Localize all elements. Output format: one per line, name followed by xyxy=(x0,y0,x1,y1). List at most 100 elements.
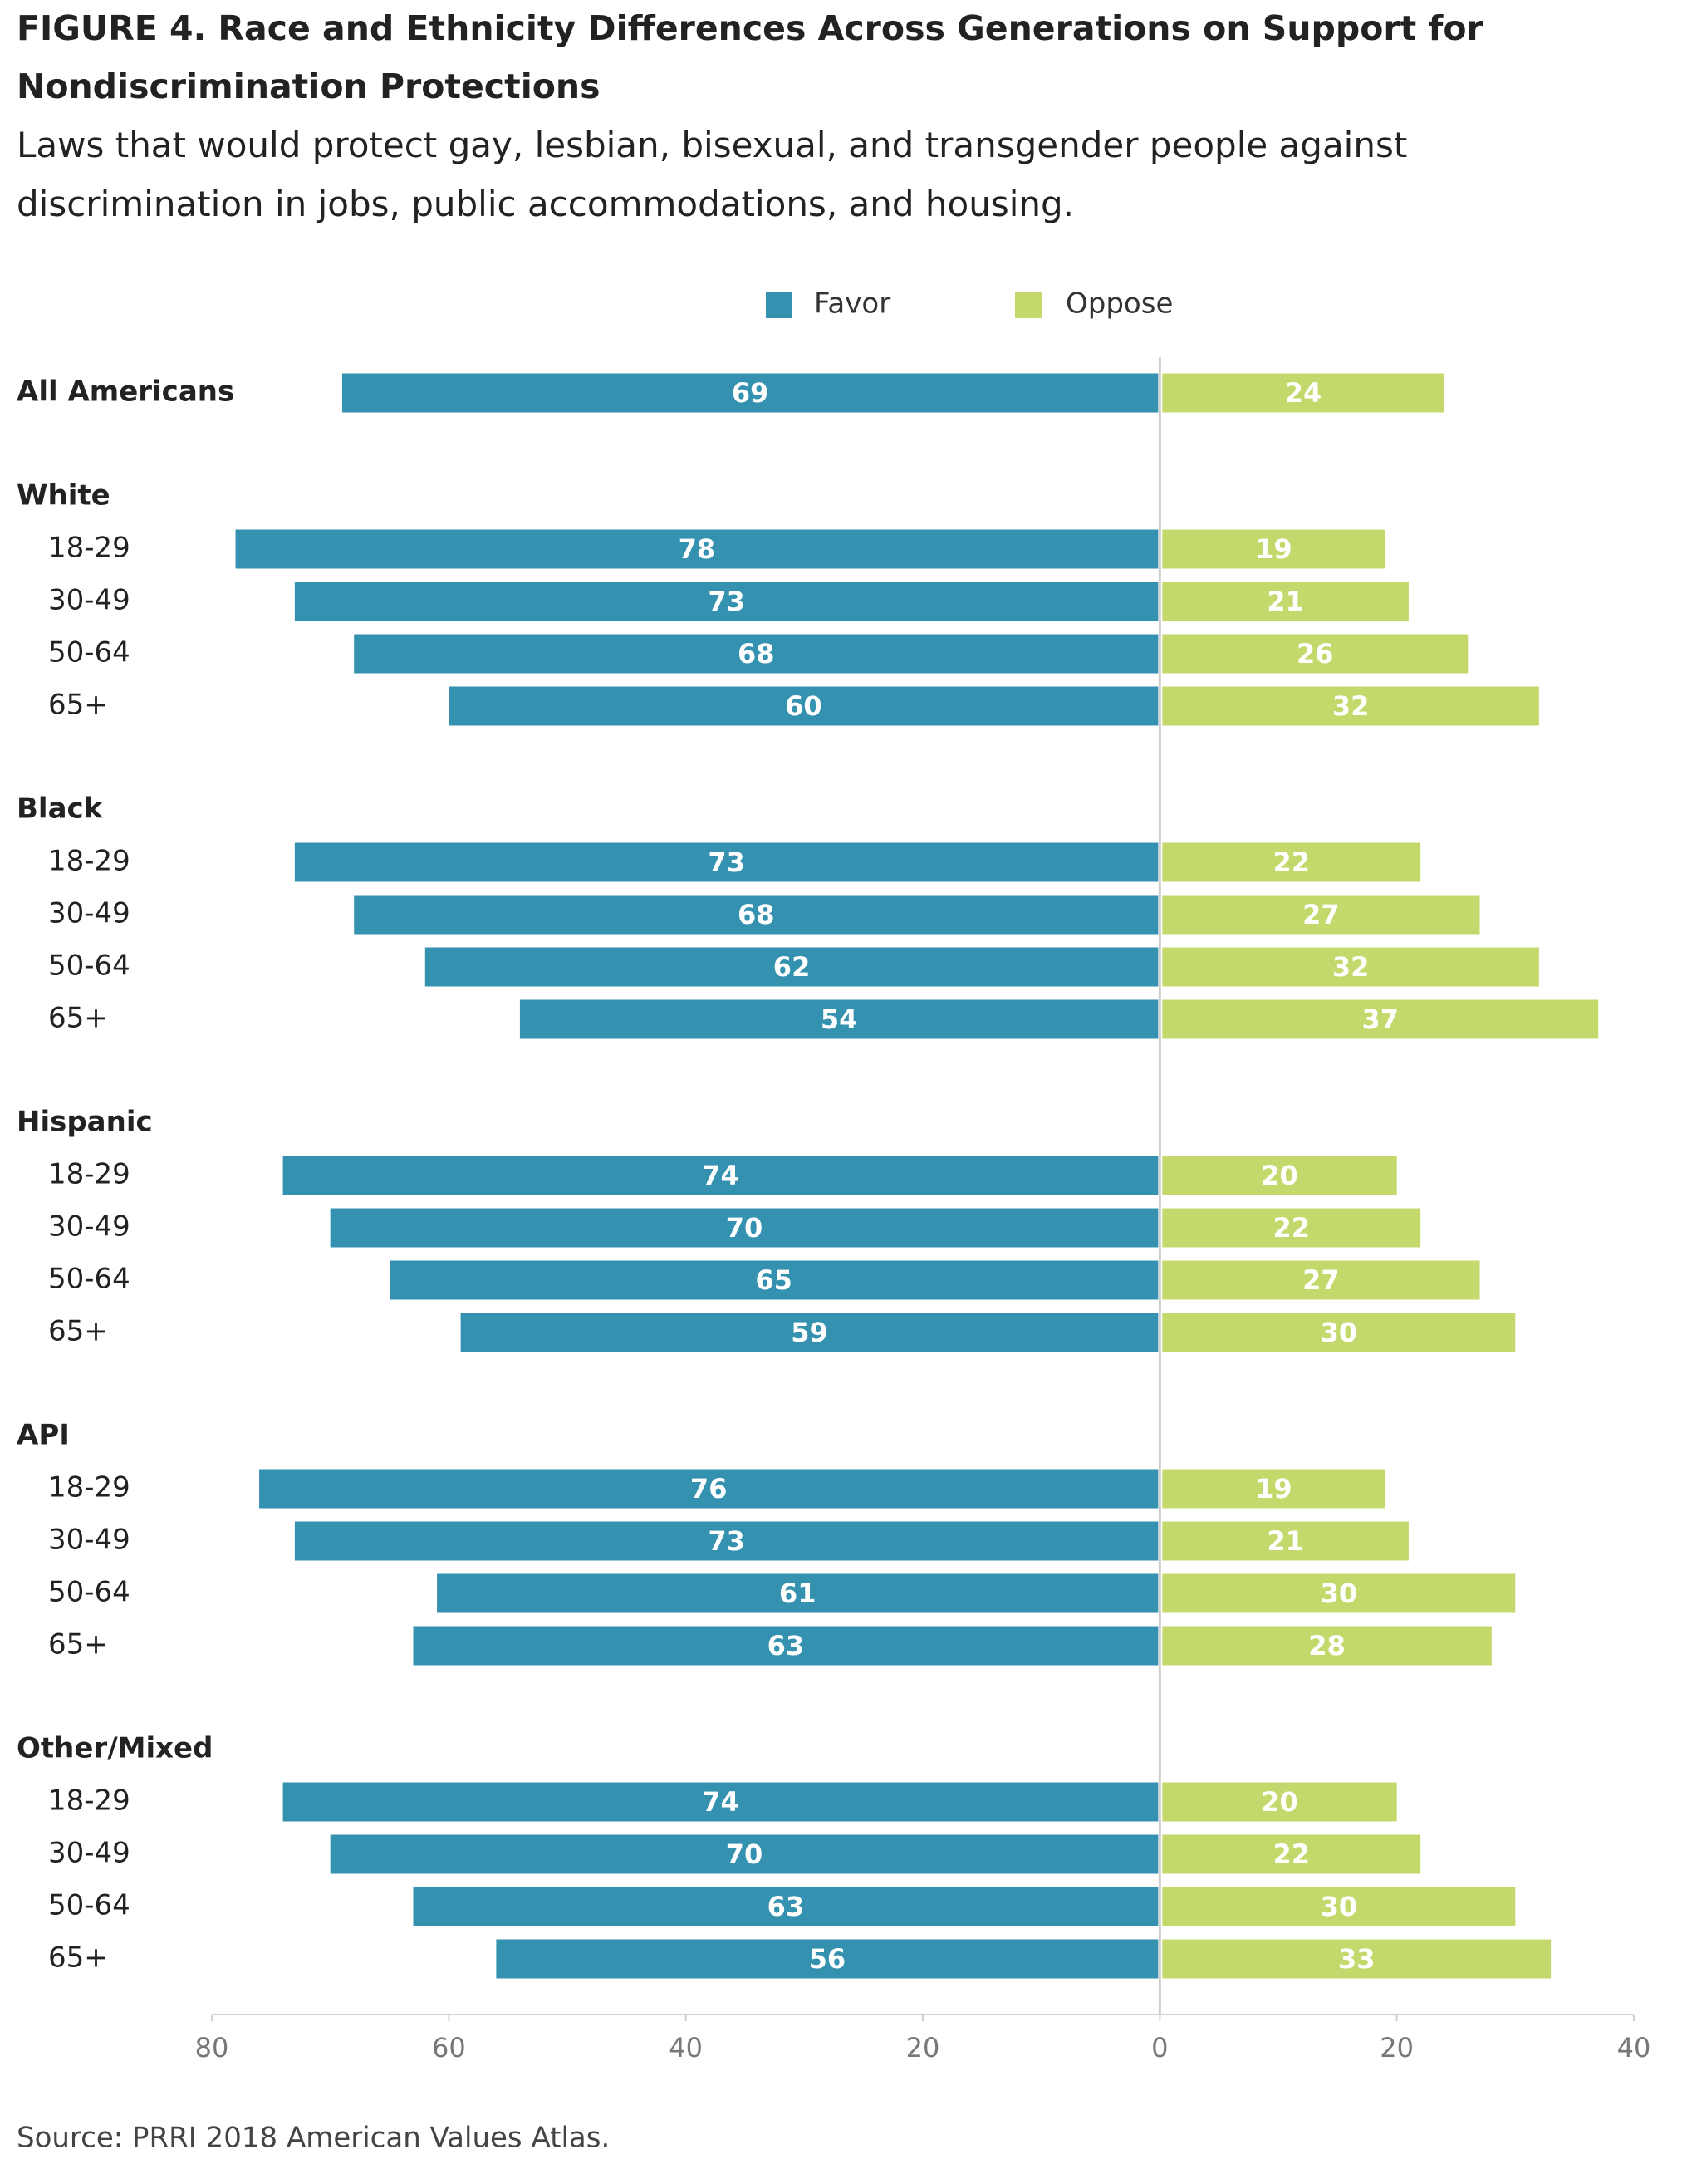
x-tick-label: 20 xyxy=(1380,2032,1414,2064)
data-label: 70 xyxy=(726,1838,763,1870)
row-label: 50-64 xyxy=(48,1889,130,1922)
row-label: 65+ xyxy=(48,1941,108,1975)
bar xyxy=(1162,1521,1409,1561)
bar xyxy=(437,1573,1159,1613)
bar xyxy=(390,1260,1159,1300)
bar xyxy=(1162,1313,1516,1352)
bar xyxy=(354,634,1159,674)
bar xyxy=(1162,1469,1385,1509)
bar xyxy=(1162,582,1409,621)
data-label: 19 xyxy=(1255,533,1292,565)
bar xyxy=(1162,999,1599,1039)
data-label: 33 xyxy=(1338,1943,1376,1975)
bar xyxy=(1162,895,1480,935)
bar xyxy=(330,1208,1159,1248)
bar xyxy=(413,1887,1159,1926)
bar xyxy=(1162,686,1539,726)
data-label: 73 xyxy=(708,586,745,617)
bar xyxy=(1162,529,1385,569)
data-label: 74 xyxy=(702,1786,739,1818)
data-label: 30 xyxy=(1321,1891,1358,1922)
bar xyxy=(1162,1887,1516,1926)
bar xyxy=(341,373,1159,413)
bar xyxy=(413,1626,1159,1666)
row-label: 30-49 xyxy=(48,1837,130,1870)
data-label: 22 xyxy=(1273,1212,1311,1244)
x-tick-label: 60 xyxy=(432,2032,466,2064)
row-label: 18-29 xyxy=(48,532,130,565)
data-label: 19 xyxy=(1255,1473,1292,1504)
bar xyxy=(1162,1260,1480,1300)
bar xyxy=(294,842,1159,882)
bar xyxy=(294,1521,1159,1561)
bar xyxy=(282,1156,1159,1195)
data-label: 60 xyxy=(785,690,822,722)
row-label: 18-29 xyxy=(48,1471,130,1504)
data-label: 78 xyxy=(679,533,716,565)
data-label: 73 xyxy=(708,847,745,878)
x-tick-label: 40 xyxy=(1617,2032,1651,2064)
data-label: 30 xyxy=(1321,1578,1358,1609)
row-label: Hispanic xyxy=(17,1106,153,1139)
data-label: 21 xyxy=(1267,586,1304,617)
row-label: 65+ xyxy=(48,689,108,722)
row-label: 18-29 xyxy=(48,845,130,878)
bar xyxy=(1162,1208,1421,1248)
data-label: 21 xyxy=(1267,1525,1304,1557)
data-label: 32 xyxy=(1332,690,1370,722)
bar xyxy=(424,947,1159,987)
data-label: 68 xyxy=(738,899,775,930)
row-label: 50-64 xyxy=(48,1576,130,1609)
data-label: 61 xyxy=(779,1578,816,1609)
data-label: 76 xyxy=(690,1473,728,1504)
chart-subtitle: Laws that would protect gay, lesbian, bi… xyxy=(17,125,1407,224)
row-label: 30-49 xyxy=(48,1210,130,1244)
data-label: 22 xyxy=(1273,1838,1311,1870)
bar xyxy=(330,1834,1159,1874)
data-label: 70 xyxy=(726,1212,763,1244)
bar xyxy=(496,1939,1159,1979)
data-label: 22 xyxy=(1273,847,1311,878)
row-label: Black xyxy=(17,793,104,826)
data-label: 28 xyxy=(1308,1630,1346,1661)
row-label: 30-49 xyxy=(48,584,130,617)
row-label: 30-49 xyxy=(48,897,130,930)
bar xyxy=(460,1313,1159,1352)
bar xyxy=(1162,1834,1421,1874)
row-label: Other/Mixed xyxy=(17,1732,213,1765)
chart-title: FIGURE 4. Race and Ethnicity Differences… xyxy=(17,8,1483,106)
row-label: 30-49 xyxy=(48,1524,130,1557)
bar xyxy=(1162,634,1469,674)
legend-swatch xyxy=(766,292,792,318)
bar xyxy=(1162,1939,1552,1979)
row-label: 18-29 xyxy=(48,1784,130,1818)
row-label: 50-64 xyxy=(48,950,130,983)
bar xyxy=(294,582,1159,621)
data-label: 27 xyxy=(1302,899,1340,930)
row-label: 65+ xyxy=(48,1315,108,1348)
row-label: 50-64 xyxy=(48,1263,130,1296)
bar xyxy=(1162,1626,1492,1666)
bar xyxy=(1162,1156,1397,1195)
legend-label: Favor xyxy=(814,287,890,321)
data-label: 32 xyxy=(1332,951,1370,983)
data-label: 54 xyxy=(821,1004,858,1035)
bar xyxy=(519,999,1159,1039)
bar xyxy=(282,1782,1159,1822)
data-label: 62 xyxy=(773,951,811,983)
row-label: White xyxy=(17,479,110,513)
row-label: 65+ xyxy=(48,1002,108,1035)
data-label: 59 xyxy=(791,1317,828,1348)
data-label: 73 xyxy=(708,1525,745,1557)
source: Source: PRRI 2018 American Values Atlas. xyxy=(17,2122,610,2155)
data-label: 20 xyxy=(1261,1160,1298,1191)
x-tick-label: 20 xyxy=(906,2032,940,2064)
bar xyxy=(1162,1782,1397,1822)
data-label: 63 xyxy=(767,1630,805,1661)
data-label: 74 xyxy=(702,1160,739,1191)
data-label: 65 xyxy=(755,1264,792,1296)
data-label: 24 xyxy=(1285,377,1322,409)
data-label: 68 xyxy=(738,638,775,670)
row-label: All Americans xyxy=(17,375,234,409)
